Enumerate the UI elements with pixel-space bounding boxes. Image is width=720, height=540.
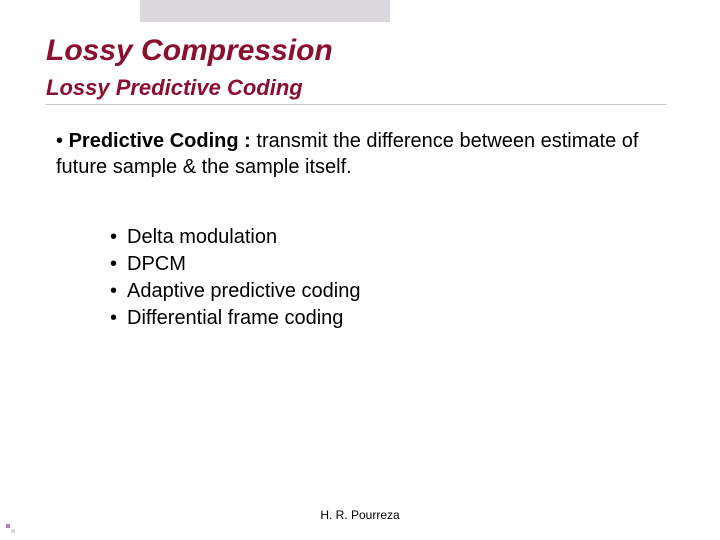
list-item: • Differential frame coding — [110, 305, 361, 332]
list-item: • Adaptive predictive coding — [110, 278, 361, 305]
main-paragraph: • Predictive Coding : transmit the diffe… — [56, 128, 656, 180]
list-item: • Delta modulation — [110, 224, 361, 251]
bullet-icon: • — [110, 251, 117, 278]
slide-subtitle: Lossy Predictive Coding — [46, 75, 303, 101]
list-item-label: Differential frame coding — [127, 305, 343, 332]
bullet-icon: • — [56, 130, 63, 152]
footer-author: H. R. Pourreza — [0, 508, 720, 522]
list-item-label: DPCM — [127, 251, 186, 278]
list-item: • DPCM — [110, 251, 361, 278]
title-underline — [46, 104, 666, 105]
list-item-label: Adaptive predictive coding — [127, 278, 360, 305]
list-item-label: Delta modulation — [127, 224, 277, 251]
bullet-list: • Delta modulation • DPCM • Adaptive pre… — [110, 224, 361, 332]
main-bold-lead: Predictive Coding : — [69, 130, 251, 152]
top-decorative-band — [140, 0, 390, 22]
bullet-icon: • — [110, 305, 117, 332]
bullet-icon: • — [110, 278, 117, 305]
corner-accent-icon — [6, 524, 16, 534]
slide-title: Lossy Compression — [46, 34, 333, 68]
bullet-icon: • — [110, 224, 117, 251]
